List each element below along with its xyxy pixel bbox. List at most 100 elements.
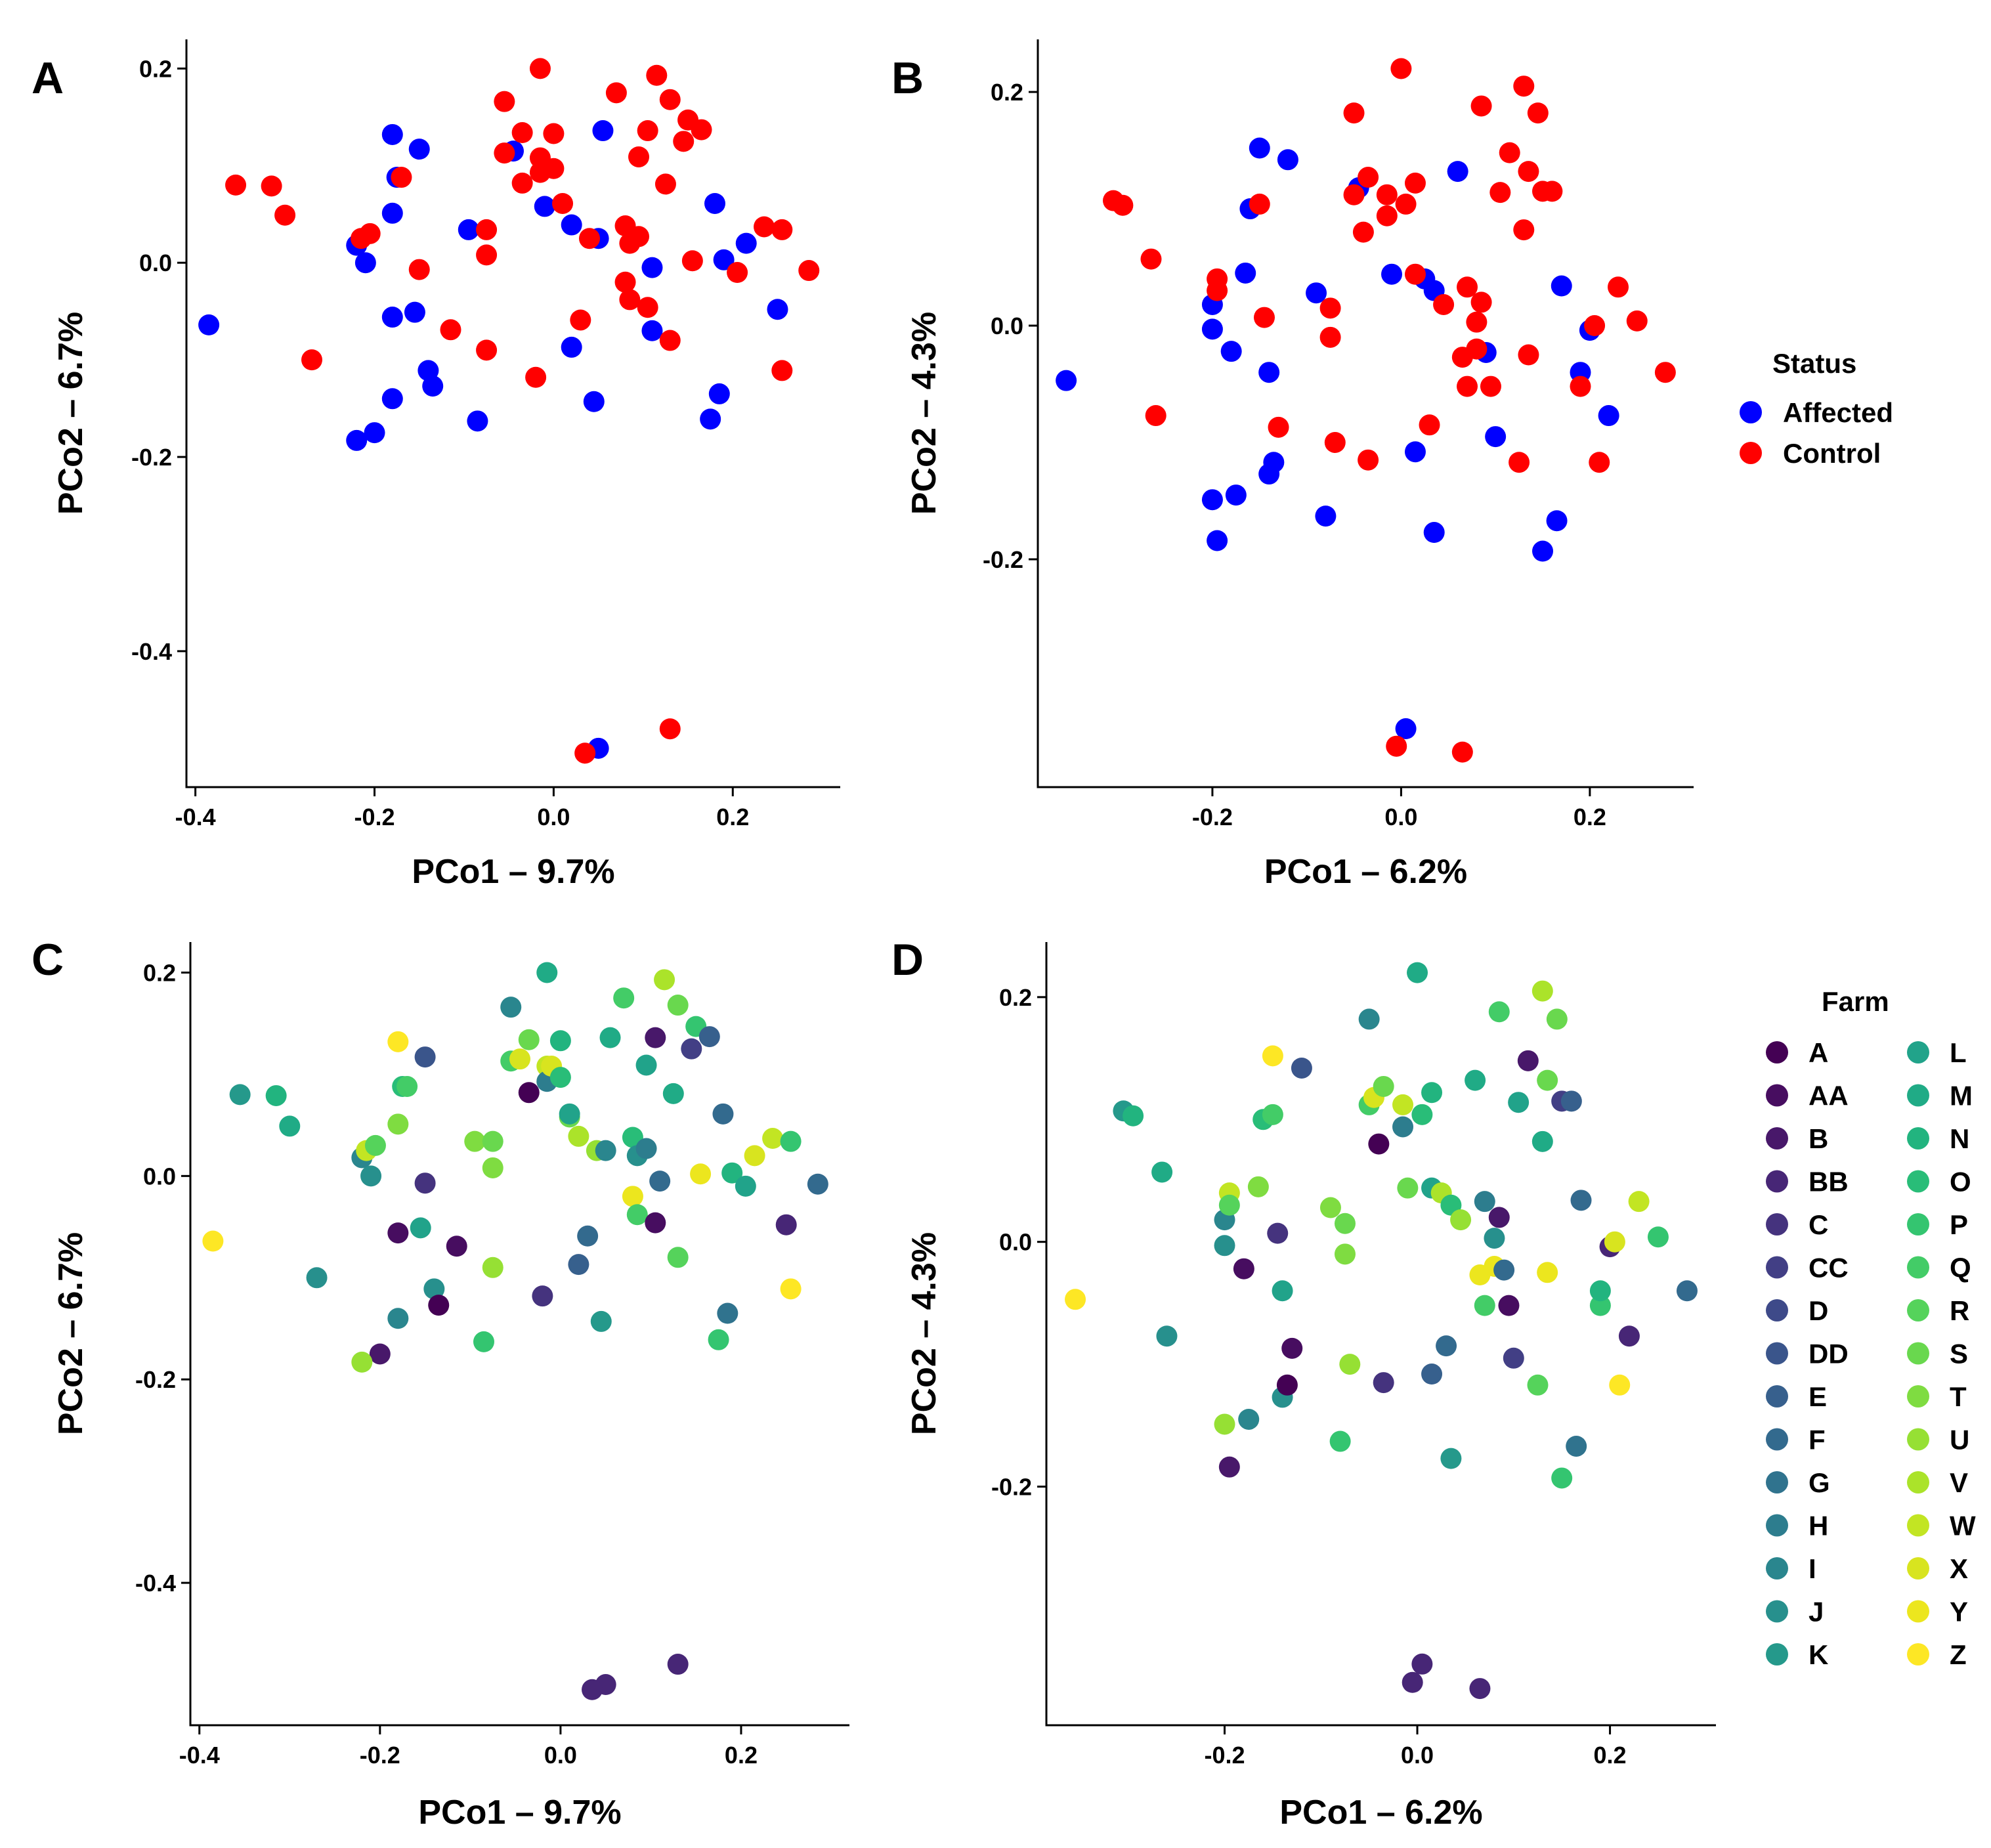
legend-label: Q — [1950, 1253, 1971, 1283]
point-control — [552, 192, 574, 214]
point-farm-a — [428, 1295, 450, 1316]
point-farm-e — [698, 1026, 720, 1048]
legend-label: A — [1809, 1037, 1828, 1068]
point-affected — [1598, 405, 1619, 427]
point-farm-bb — [1402, 1671, 1423, 1693]
y-tick-label: -0.4 — [135, 1570, 176, 1597]
point-affected — [641, 257, 663, 278]
point-control — [1457, 376, 1478, 397]
point-farm-h — [1392, 1116, 1414, 1138]
point-affected — [1201, 489, 1223, 511]
point-control — [1352, 221, 1374, 243]
point-control — [1457, 276, 1478, 298]
point-control — [494, 91, 515, 112]
legend-label: K — [1809, 1639, 1828, 1670]
point-affected — [1404, 441, 1426, 463]
legend-label: S — [1950, 1339, 1968, 1369]
point-farm-q — [1474, 1295, 1495, 1316]
point-farm-i — [387, 1308, 409, 1329]
point-farm-w — [762, 1128, 784, 1150]
point-farm-r — [1218, 1194, 1240, 1216]
point-affected — [708, 383, 730, 404]
x-tick-label: 0.0 — [1384, 804, 1417, 830]
point-control — [529, 58, 551, 79]
y-tick-label: 0.2 — [143, 959, 176, 986]
point-farm-z — [780, 1278, 802, 1300]
legend-label: BB — [1809, 1167, 1849, 1197]
point-farm-s — [1537, 1069, 1558, 1091]
x-tick-label: -0.4 — [179, 1742, 220, 1769]
point-farm-f — [1436, 1335, 1457, 1357]
x-tick-label: 0.2 — [716, 804, 749, 830]
legend-swatch — [1766, 1084, 1788, 1107]
point-farm-a — [1368, 1133, 1390, 1155]
point-farm-q — [613, 987, 635, 1009]
point-farm-cc — [681, 1038, 702, 1060]
point-farm-t — [1334, 1243, 1356, 1265]
legend-swatch — [1766, 1342, 1788, 1365]
point-control — [637, 120, 658, 142]
axis-lines — [189, 942, 849, 1727]
point-control — [605, 82, 627, 104]
point-farm-e — [568, 1254, 589, 1276]
point-control — [570, 309, 591, 331]
point-affected — [1249, 137, 1270, 159]
y-tick-label: 0.0 — [139, 249, 172, 276]
point-control — [1608, 276, 1629, 298]
point-farm-n — [721, 1162, 743, 1184]
legend-label: G — [1809, 1467, 1830, 1498]
axis-lines — [1037, 39, 1694, 788]
point-farm-b — [1517, 1050, 1539, 1071]
legend-label: X — [1950, 1553, 1968, 1584]
point-control — [754, 216, 775, 238]
legend-swatch — [1907, 1256, 1929, 1279]
point-affected — [561, 336, 582, 358]
panel-letter: C — [32, 935, 64, 985]
legend-swatch — [1907, 1299, 1929, 1322]
point-control — [1376, 205, 1398, 226]
x-tick-label: 0.0 — [544, 1742, 577, 1769]
point-farm-bb — [1411, 1653, 1433, 1675]
point-farm-t — [482, 1157, 503, 1178]
x-tick-label: -0.2 — [354, 804, 395, 830]
legend-swatch — [1907, 1342, 1929, 1365]
point-control — [225, 174, 247, 196]
point-affected — [1532, 540, 1554, 562]
legend-label: B — [1809, 1123, 1828, 1154]
point-farm-dd — [1291, 1057, 1312, 1079]
y-axis-title: PCo2 – 4.3% — [905, 1232, 943, 1435]
point-farm-f — [1493, 1259, 1515, 1281]
point-control — [771, 360, 793, 381]
point-farm-o — [549, 1067, 571, 1088]
point-farm-aa — [1498, 1295, 1520, 1316]
point-farm-n — [1589, 1280, 1611, 1302]
point-affected — [198, 314, 220, 335]
point-farm-aa — [1233, 1258, 1254, 1279]
point-farm-p — [780, 1130, 802, 1152]
point-farm-f — [1570, 1190, 1592, 1211]
point-farm-r — [667, 1247, 689, 1268]
point-control — [1584, 315, 1606, 337]
legend-title: Status — [1772, 348, 1856, 379]
point-farm-v — [568, 1125, 589, 1147]
point-farm-j — [423, 1278, 445, 1300]
point-farm-l — [1272, 1280, 1293, 1302]
y-tick-label: -0.4 — [131, 638, 172, 665]
x-tick-label: -0.2 — [1204, 1742, 1245, 1769]
point-control — [1541, 181, 1563, 202]
point-farm-x — [509, 1048, 530, 1070]
point-control — [511, 122, 533, 144]
point-affected — [735, 232, 757, 254]
legend-label: DD — [1809, 1339, 1849, 1369]
legend-label: F — [1809, 1425, 1826, 1455]
point-control — [1112, 194, 1134, 216]
legend-label: AA — [1809, 1081, 1849, 1111]
panel-letter: A — [32, 53, 64, 103]
point-affected — [1485, 426, 1507, 448]
point-farm-l — [635, 1054, 657, 1076]
point-control — [1324, 431, 1346, 453]
point-control — [1395, 193, 1417, 215]
point-affected — [767, 299, 788, 320]
point-affected — [1263, 452, 1285, 473]
point-farm-f — [577, 1225, 599, 1247]
